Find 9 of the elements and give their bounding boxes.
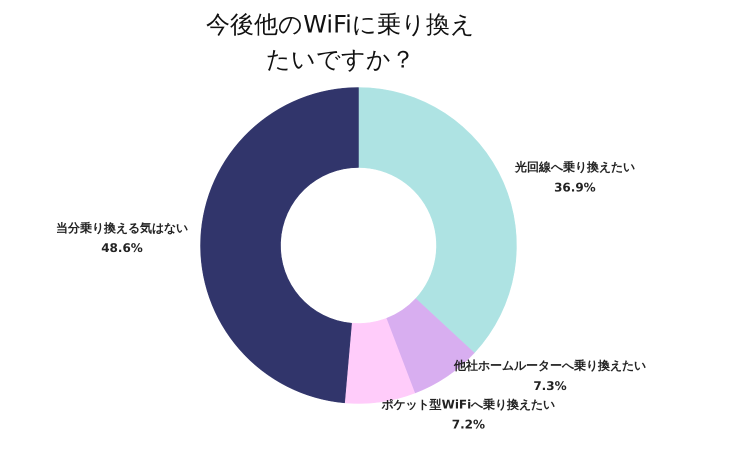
data-label: 7.3% bbox=[533, 378, 567, 393]
slice-label: ポケット型WiFiへ乗り換えたい bbox=[380, 397, 556, 412]
data-label: 48.6% bbox=[101, 241, 143, 256]
slice-label: 当分乗り換える気はない bbox=[56, 220, 188, 235]
slice-label: 他社ホームルーターへ乗り換えたい bbox=[452, 358, 646, 373]
data-label: 36.9% bbox=[554, 180, 596, 194]
data-label: 7.2% bbox=[452, 418, 486, 432]
slice-label: 光回線へ乗り換えたい bbox=[514, 160, 635, 174]
chart-title: 今後他のWiFiに乗り換えたいですか？ bbox=[206, 10, 475, 74]
